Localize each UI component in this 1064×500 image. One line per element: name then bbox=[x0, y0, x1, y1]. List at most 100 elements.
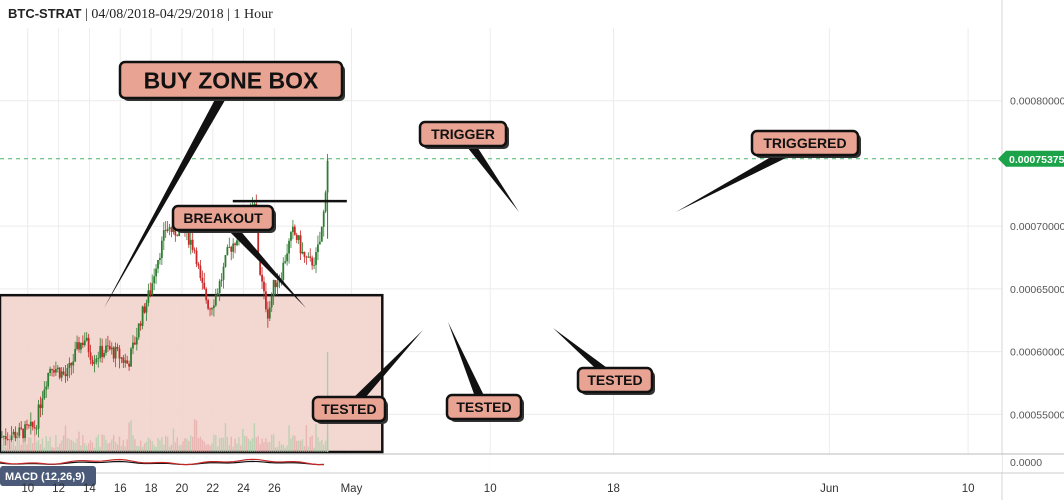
volume-bar bbox=[303, 446, 306, 452]
candle-body bbox=[268, 307, 271, 319]
volume-bar bbox=[78, 431, 80, 452]
volume-bar bbox=[57, 446, 59, 452]
volume-bar bbox=[286, 445, 288, 452]
callout-box bbox=[445, 393, 523, 421]
volume-bar bbox=[74, 442, 76, 452]
candle-body bbox=[60, 371, 63, 378]
volume-bar bbox=[89, 440, 92, 452]
candle-body bbox=[56, 367, 59, 369]
candle-body bbox=[201, 277, 204, 283]
candle-body bbox=[270, 296, 273, 308]
candle-body bbox=[253, 203, 256, 205]
date-range-label: 04/08/2018-04/29/2018 bbox=[91, 7, 224, 22]
volume-bar bbox=[274, 447, 277, 452]
volume-bar bbox=[161, 437, 163, 452]
volume-bar bbox=[190, 435, 192, 452]
x-tick-label: May bbox=[341, 483, 363, 495]
candle-body bbox=[311, 257, 314, 266]
candle-body bbox=[203, 282, 206, 289]
candle-body bbox=[160, 240, 163, 258]
callout-tested: TESTED bbox=[553, 328, 655, 395]
volume-bar bbox=[55, 434, 57, 452]
volume-bar bbox=[321, 439, 323, 452]
candle-body bbox=[143, 306, 146, 313]
last-price-badge bbox=[998, 150, 1064, 167]
candle-body bbox=[159, 257, 161, 261]
volume-bar bbox=[28, 437, 30, 452]
candle-body bbox=[224, 255, 227, 267]
macd-pane bbox=[0, 454, 1002, 472]
volume-bar bbox=[126, 439, 128, 452]
volume-bar bbox=[180, 444, 182, 452]
candle-body bbox=[212, 305, 215, 309]
volume-bar bbox=[101, 434, 103, 452]
candle-body bbox=[157, 260, 159, 269]
candle-body bbox=[58, 367, 61, 378]
volume-bar bbox=[116, 444, 119, 452]
candle-body bbox=[226, 247, 229, 256]
volume-bar bbox=[247, 439, 250, 452]
candle-body bbox=[147, 290, 150, 303]
volume-bar bbox=[255, 437, 257, 452]
candle-body bbox=[149, 290, 152, 295]
candle-body bbox=[97, 358, 100, 359]
volume-bar bbox=[80, 445, 82, 452]
callout-box bbox=[576, 366, 654, 394]
volume-bar bbox=[163, 444, 165, 452]
volume-bar bbox=[188, 440, 190, 452]
volume-bar bbox=[5, 446, 7, 452]
chart-header: BTC-STRAT | 04/08/2018-04/29/2018 | 1 Ho… bbox=[8, 6, 273, 22]
candle-body bbox=[234, 243, 236, 246]
volume-bar bbox=[10, 442, 13, 452]
candle-body bbox=[290, 232, 292, 241]
x-tick-label: 16 bbox=[114, 483, 127, 495]
volume-bar bbox=[313, 447, 315, 452]
candle-body bbox=[301, 251, 304, 254]
callout-label: TESTED bbox=[321, 401, 376, 417]
candle-body bbox=[195, 250, 198, 264]
volume-bar bbox=[22, 438, 24, 452]
candle-body bbox=[209, 308, 211, 310]
volume-bar bbox=[62, 435, 65, 452]
volume-bar bbox=[99, 446, 101, 452]
volume-bar bbox=[49, 436, 51, 452]
candle-body bbox=[288, 240, 290, 254]
volume-bar bbox=[203, 441, 205, 452]
candle-body bbox=[26, 424, 28, 426]
volume-bar bbox=[1, 444, 3, 452]
volume-bar bbox=[197, 438, 200, 452]
volume-bar bbox=[284, 447, 286, 452]
volume-bar bbox=[141, 446, 144, 452]
volume-bar bbox=[296, 440, 298, 452]
volume-bar bbox=[95, 437, 98, 452]
volume-bar bbox=[82, 435, 84, 452]
candle-body bbox=[303, 251, 306, 257]
x-tick-label: 20 bbox=[176, 483, 189, 495]
volume-bar bbox=[178, 445, 180, 452]
candle-body bbox=[87, 337, 90, 353]
volume-bar bbox=[226, 436, 229, 452]
candle-body bbox=[274, 280, 277, 288]
volume-bar bbox=[323, 444, 325, 452]
volume-bar bbox=[228, 445, 231, 452]
candle-body bbox=[103, 352, 105, 357]
callout-box bbox=[311, 395, 387, 423]
candle-body bbox=[114, 346, 117, 359]
volume-bar bbox=[166, 436, 169, 452]
candle-body bbox=[133, 342, 136, 345]
candle-body bbox=[297, 235, 300, 240]
callout-pointer bbox=[458, 131, 519, 212]
interval-label: 1 Hour bbox=[233, 7, 273, 22]
volume-bar bbox=[12, 434, 15, 452]
candle-body bbox=[259, 256, 262, 275]
volume-bar bbox=[309, 436, 311, 452]
candle-body bbox=[6, 439, 9, 440]
volume-bar bbox=[191, 436, 194, 452]
candle-body bbox=[33, 427, 36, 429]
volume-bar bbox=[232, 446, 234, 452]
candle-body bbox=[1, 436, 3, 438]
candle-body bbox=[139, 323, 142, 326]
volume-bar bbox=[311, 435, 313, 452]
candle-body bbox=[37, 404, 40, 429]
